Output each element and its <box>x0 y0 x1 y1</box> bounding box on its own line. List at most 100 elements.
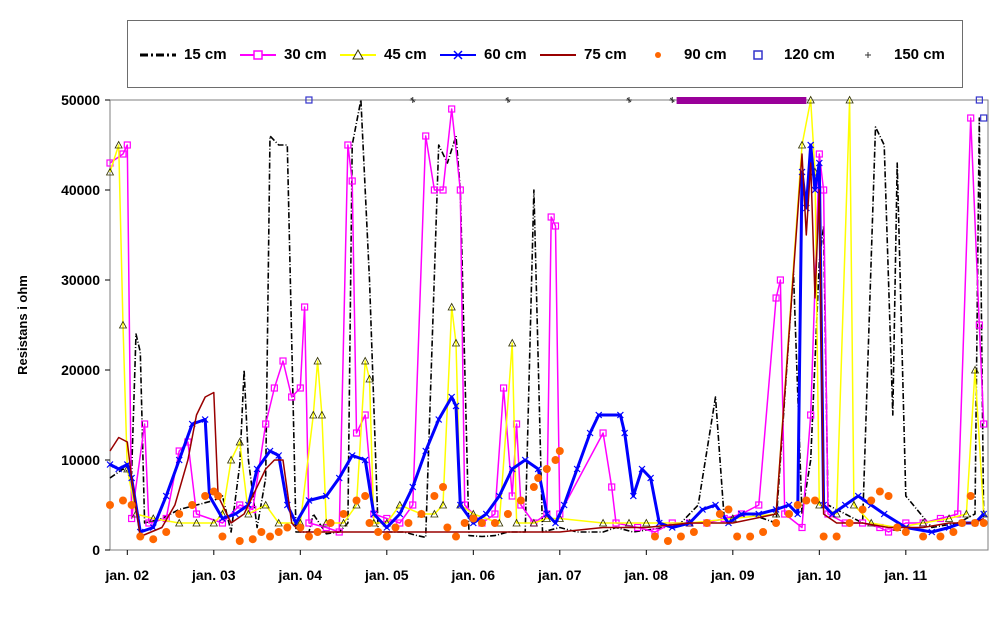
data-point-90cm <box>724 505 733 514</box>
data-point-60cm <box>811 186 819 194</box>
data-point-45cm <box>118 320 128 329</box>
data-point-90cm <box>257 528 266 536</box>
data-point-90cm <box>477 519 486 527</box>
data-point-90cm <box>949 528 958 536</box>
data-point-45cm <box>105 167 115 176</box>
data-point-90cm <box>819 532 828 541</box>
data-point-90cm <box>218 532 227 541</box>
data-point-90cm <box>534 474 543 482</box>
data-point-90cm <box>772 519 781 527</box>
data-point-60cm <box>841 501 849 509</box>
data-point-90cm <box>884 492 893 500</box>
data-point-90cm <box>516 496 525 505</box>
x-tick-label: jan. 04 <box>278 567 323 583</box>
data-point-45cm <box>339 518 348 527</box>
data-point-60cm <box>322 492 330 500</box>
data-point-90cm <box>958 519 967 527</box>
data-point-30cm <box>422 132 430 140</box>
data-point-90cm <box>733 532 742 541</box>
data-point-60cm <box>616 411 624 419</box>
data-point-60cm <box>201 416 209 423</box>
data-point-90cm <box>689 528 698 536</box>
data-point-30cm <box>430 186 438 194</box>
data-point-45cm <box>849 500 859 509</box>
data-point-90cm <box>785 510 794 518</box>
data-point-90cm <box>313 528 322 536</box>
series-150cm <box>409 97 676 103</box>
data-point-45cm <box>192 518 201 527</box>
data-point-90cm <box>361 492 370 500</box>
data-point-30cm <box>128 514 136 523</box>
data-point-90cm <box>702 519 711 527</box>
data-point-45cm <box>244 509 253 518</box>
data-point-45cm <box>797 140 807 149</box>
data-point-60cm <box>699 506 706 513</box>
data-point-45cm <box>395 500 404 509</box>
data-point-60cm <box>361 456 369 464</box>
data-point-90cm <box>529 483 538 491</box>
legend-swatch-150cm <box>865 52 871 58</box>
data-point-30cm <box>296 384 304 392</box>
data-point-45cm <box>309 410 318 419</box>
x-tick-label: jan. 03 <box>191 567 236 583</box>
data-point-90cm <box>793 501 802 509</box>
data-point-60cm <box>115 465 123 473</box>
data-point-90cm <box>490 519 499 527</box>
data-point-60cm <box>106 461 114 468</box>
legend-swatch-60cm <box>440 50 476 60</box>
data-point-90cm <box>746 532 755 541</box>
data-point-90cm <box>867 496 876 505</box>
data-point-30cm <box>344 141 352 149</box>
data-point-45cm <box>970 365 980 374</box>
data-point-45cm <box>944 514 954 522</box>
data-point-45cm <box>317 410 327 419</box>
data-point-150cm <box>409 97 416 103</box>
x-tick-label: jan. 02 <box>105 567 150 583</box>
data-point-90cm <box>676 532 685 541</box>
data-point-30cm <box>975 321 983 329</box>
data-point-60cm <box>448 393 456 401</box>
data-point-60cm <box>383 524 391 531</box>
data-point-90cm <box>304 532 313 541</box>
data-point-30cm <box>967 114 975 122</box>
data-point-45cm <box>456 500 465 509</box>
data-point-45cm <box>438 500 448 509</box>
data-point-30cm <box>348 177 356 185</box>
legend-swatch-30cm <box>240 50 276 60</box>
data-point-60cm <box>175 456 183 464</box>
data-point-30cm <box>236 501 244 509</box>
legend-marker <box>253 50 263 60</box>
data-point-60cm <box>755 510 763 518</box>
data-point-30cm <box>119 150 127 158</box>
data-point-60cm <box>543 510 551 518</box>
band-annotation <box>676 97 807 104</box>
legend-label-45cm: 45 cm <box>384 46 427 63</box>
data-point-30cm <box>936 514 945 523</box>
data-point-90cm <box>274 528 283 536</box>
legend-swatch-120cm <box>753 50 763 60</box>
data-point-60cm <box>508 465 516 473</box>
data-point-30cm <box>301 303 309 311</box>
legend-item-15cm: 15 cm <box>138 45 233 65</box>
data-point-60cm <box>370 510 378 518</box>
data-point-60cm <box>629 492 637 500</box>
legend-label-60cm: 60 cm <box>484 46 527 63</box>
data-point-45cm <box>365 374 374 383</box>
data-point-90cm <box>365 519 374 527</box>
data-point-30cm <box>547 213 555 221</box>
data-point-90cm <box>382 532 391 541</box>
data-point-45cm <box>962 509 971 518</box>
data-point-45cm <box>642 518 651 527</box>
data-point-90cm <box>106 501 114 509</box>
legend-swatch-75cm <box>540 54 576 56</box>
data-point-30cm <box>776 276 784 284</box>
data-point-60cm <box>162 492 170 500</box>
data-point-30cm <box>755 501 763 509</box>
data-point-90cm <box>555 447 564 455</box>
legend-swatch-90cm <box>655 52 661 58</box>
data-point-45cm <box>806 95 815 104</box>
data-point-90cm <box>326 519 335 527</box>
data-point-60cm <box>647 474 655 482</box>
